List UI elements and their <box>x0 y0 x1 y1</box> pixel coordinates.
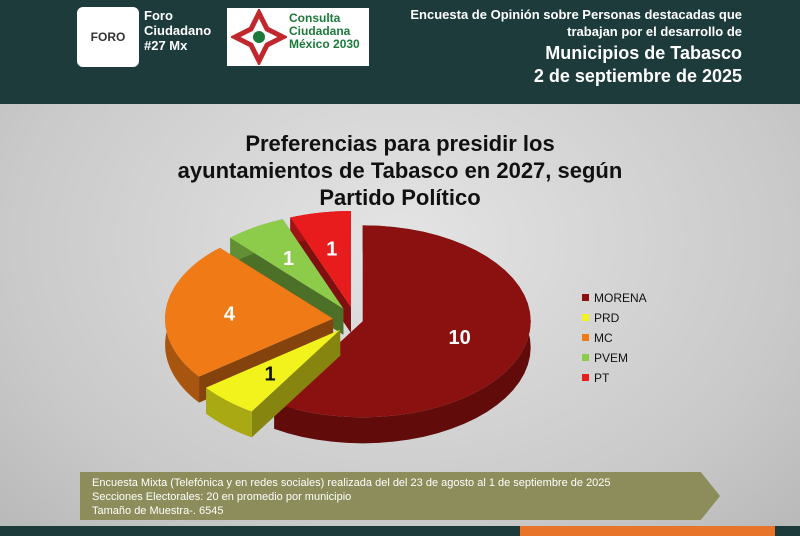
legend-label: PVEM <box>594 351 628 365</box>
slice-rim <box>274 225 531 444</box>
data-label: 10 <box>449 327 471 349</box>
date-text: 2 de septiembre de 2025 <box>533 66 742 86</box>
logo-badge: FORO <box>77 7 139 67</box>
logo-icon <box>231 9 287 65</box>
footer-note: Secciones Electorales: 20 en promedio po… <box>92 491 352 503</box>
footer-note: Tamaño de Muestra-. 6545 <box>92 505 224 517</box>
legend-label: MC <box>594 331 613 345</box>
logo-text: Foro Ciudadano #27 Mx <box>144 8 212 53</box>
legend-swatch <box>582 374 589 381</box>
slice-rim <box>206 387 252 438</box>
data-label: 4 <box>224 303 236 325</box>
pie-slice <box>274 225 531 418</box>
legend-swatch <box>582 334 589 341</box>
pie-slice-group: 1 <box>206 329 341 438</box>
logo-text: Consulta Ciudadana México 2030 <box>289 11 360 51</box>
legend-swatch <box>582 354 589 361</box>
bottom-strip <box>520 526 775 536</box>
legend-swatch <box>582 294 589 301</box>
bottom-strip <box>0 526 800 536</box>
pie-slice <box>165 247 334 377</box>
legend-label: MORENA <box>594 291 647 305</box>
logo-box: Consulta Ciudadana México 2030 <box>227 8 369 66</box>
data-label: 1 <box>283 248 294 270</box>
footer-note: Encuesta Mixta (Telefónica y en redes so… <box>92 477 611 489</box>
chart-title: Preferencias para presidir los ayuntamie… <box>177 131 623 210</box>
data-label: 1 <box>326 239 337 261</box>
pie-slice <box>290 211 351 308</box>
footer: Encuesta Mixta (Telefónica y en redes so… <box>80 472 720 520</box>
data-label: 1 <box>264 364 275 386</box>
legend-label: PRD <box>594 311 620 325</box>
region-text: Municipios de Tabasco <box>545 43 742 63</box>
legend-swatch <box>582 314 589 321</box>
pie-slice-group: 1 <box>230 219 344 335</box>
survey-text: Encuesta de Opinión sobre Personas desta… <box>410 7 742 39</box>
pie-slice <box>206 329 341 412</box>
header: FORO Foro Ciudadano #27 Mx Consulta Ciud… <box>0 0 800 104</box>
pie-slice <box>230 219 344 309</box>
legend-label: PT <box>594 371 610 385</box>
